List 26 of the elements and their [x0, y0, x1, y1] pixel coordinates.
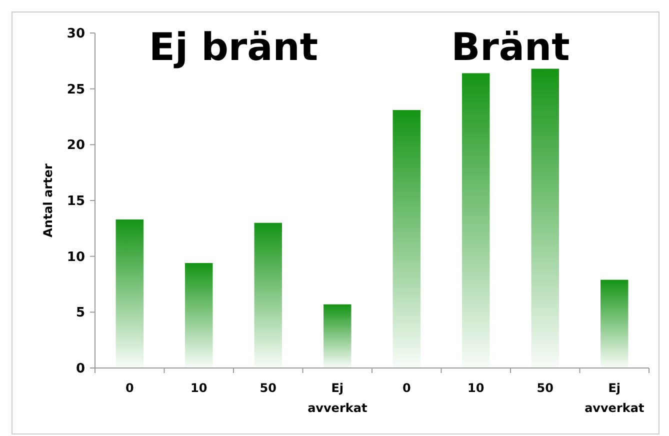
- y-tick-label: 5: [76, 306, 85, 321]
- y-tick-label: 30: [66, 26, 85, 42]
- y-tick-label: 0: [76, 362, 85, 377]
- annotation: Ej bränt: [148, 25, 318, 69]
- bar: [600, 280, 628, 368]
- bar: [185, 263, 213, 368]
- x-tick-label: 0: [125, 381, 134, 395]
- y-tick-label: 15: [66, 194, 85, 210]
- y-tick-label: 25: [66, 82, 85, 98]
- y-axis-title: Antal arter: [41, 164, 55, 238]
- bar: [462, 73, 490, 368]
- bar: [116, 219, 144, 368]
- annotation: Bränt: [451, 25, 570, 69]
- x-tick-label: Ej avverkat: [584, 381, 644, 415]
- x-tick-label: 0: [402, 381, 411, 395]
- x-tick-label: 10: [468, 381, 484, 395]
- x-tick-label: 50: [260, 381, 276, 395]
- x-tick-label: 50: [536, 381, 554, 395]
- y-tick-label: 10: [66, 250, 85, 265]
- x-tick-label: Ej avverkat: [308, 381, 368, 415]
- x-tick-label: 10: [190, 381, 208, 395]
- bar: [392, 110, 420, 368]
- y-tick-label: 20: [66, 138, 85, 154]
- bar: [531, 68, 559, 368]
- bar: [324, 304, 352, 368]
- bar: [254, 222, 282, 368]
